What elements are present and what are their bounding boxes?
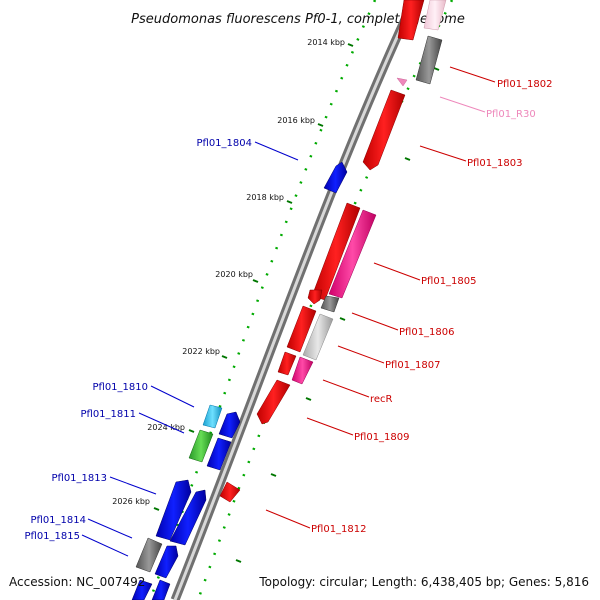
right-leader-lines [265, 66, 496, 529]
tick-label-2018: 2018 kbp [246, 193, 284, 202]
gene-pfl01-1815c [151, 579, 171, 600]
label-pfl01-1813: Pfl01_1813 [51, 473, 107, 484]
tick-label-2016: 2016 kbp [277, 116, 315, 125]
gene-pfl01-1810b [218, 411, 241, 439]
gene-recr-a [277, 351, 297, 376]
gene-pfl01-1805b [328, 209, 377, 299]
gene-pfl01-1815b [131, 579, 153, 600]
inner-tick-track [148, 0, 377, 600]
label-pfl01-1810: Pfl01_1810 [92, 382, 148, 393]
label-pfl01-1815: Pfl01_1815 [24, 531, 80, 542]
gene-pfl01-1803 [362, 89, 406, 171]
map-title: Pseudomonas fluorescens Pf0-1, complete … [131, 12, 465, 27]
label-pfl01-r30: Pfl01_R30 [486, 109, 536, 120]
tick-label-2022: 2022 kbp [182, 347, 220, 356]
forward-strand-genes [219, 0, 447, 503]
label-pfl01-1802: Pfl01_1802 [497, 79, 553, 90]
left-leader-lines [81, 141, 299, 557]
topology-text: Topology: circular; Length: 6,438,405 bp… [258, 575, 589, 589]
tick-label-2014: 2014 kbp [307, 38, 345, 47]
label-pfl01-1809: Pfl01_1809 [354, 432, 410, 443]
label-pfl01-1812: Pfl01_1812 [311, 524, 367, 535]
label-pfl01-1811: Pfl01_1811 [80, 409, 136, 420]
gene-pfl01-1807a [286, 305, 317, 353]
gene-pfl01-1802 [415, 35, 443, 85]
gene-pfl01-1805c [307, 289, 323, 305]
gene-pfl01-1807b [302, 313, 334, 361]
label-pfl01-1804: Pfl01_1804 [196, 138, 252, 149]
gene-pfl01-1801 [397, 0, 425, 41]
reverse-strand-genes [131, 161, 348, 600]
gene-pfl01-1804 [323, 161, 348, 194]
label-pfl01-1814: Pfl01_1814 [30, 515, 86, 526]
label-pfl01-1806: Pfl01_1806 [399, 327, 455, 338]
gene-pfl01-1801b [423, 0, 447, 31]
gene-pfl01-1809 [256, 379, 291, 425]
gene-pfl01-1814 [135, 537, 163, 573]
label-recr: recR [370, 394, 393, 405]
label-pfl01-1803: Pfl01_1803 [467, 158, 523, 169]
label-pfl01-1805: Pfl01_1805 [421, 276, 477, 287]
tick-label-2024: 2024 kbp [147, 423, 185, 432]
gene-pfl01-r30 [396, 77, 408, 87]
gene-pfl01-1806 [320, 295, 340, 313]
label-pfl01-1807: Pfl01_1807 [385, 360, 441, 371]
gene-pfl01-1815a [154, 545, 179, 579]
gene-pfl01-1812 [219, 481, 241, 503]
gene-pfl01-1811 [188, 429, 214, 463]
outer-tick-track [196, 0, 454, 600]
genome-backbone-highlight [173, 0, 416, 600]
gene-pfl01-1813a [155, 479, 192, 541]
tick-label-2026: 2026 kbp [112, 497, 150, 506]
gene-pfl01-1813b [169, 489, 207, 546]
tick-marks [153, 43, 440, 563]
gene-recr-b [291, 356, 314, 385]
accession-text: Accession: NC_007492 [9, 575, 145, 589]
tick-label-2020: 2020 kbp [215, 270, 253, 279]
gene-pfl01-1810 [202, 404, 223, 429]
gene-pfl01-1811b [206, 437, 232, 471]
